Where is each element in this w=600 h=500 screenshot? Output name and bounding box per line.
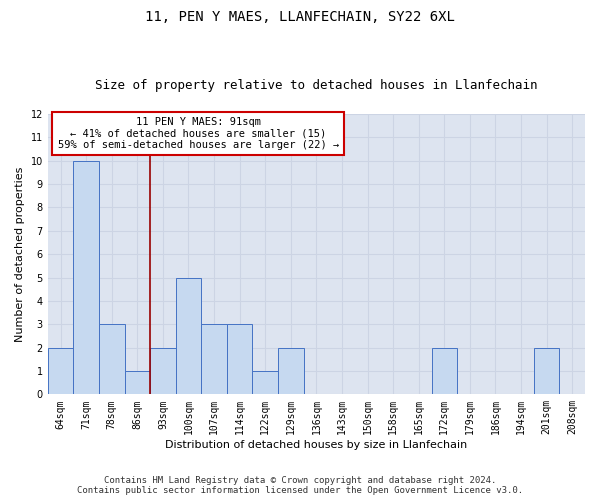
- Bar: [431, 348, 457, 395]
- Title: Size of property relative to detached houses in Llanfechain: Size of property relative to detached ho…: [95, 79, 538, 92]
- Bar: [253, 371, 278, 394]
- Bar: [73, 160, 99, 394]
- Bar: [99, 324, 125, 394]
- Text: 11 PEN Y MAES: 91sqm
← 41% of detached houses are smaller (15)
59% of semi-detac: 11 PEN Y MAES: 91sqm ← 41% of detached h…: [58, 117, 339, 150]
- Y-axis label: Number of detached properties: Number of detached properties: [15, 166, 25, 342]
- Bar: [176, 278, 201, 394]
- Bar: [534, 348, 559, 395]
- Text: 11, PEN Y MAES, LLANFECHAIN, SY22 6XL: 11, PEN Y MAES, LLANFECHAIN, SY22 6XL: [145, 10, 455, 24]
- Bar: [125, 371, 150, 394]
- X-axis label: Distribution of detached houses by size in Llanfechain: Distribution of detached houses by size …: [165, 440, 467, 450]
- Bar: [48, 348, 73, 395]
- Bar: [227, 324, 253, 394]
- Bar: [278, 348, 304, 395]
- Bar: [201, 324, 227, 394]
- Bar: [150, 348, 176, 395]
- Text: Contains HM Land Registry data © Crown copyright and database right 2024.
Contai: Contains HM Land Registry data © Crown c…: [77, 476, 523, 495]
